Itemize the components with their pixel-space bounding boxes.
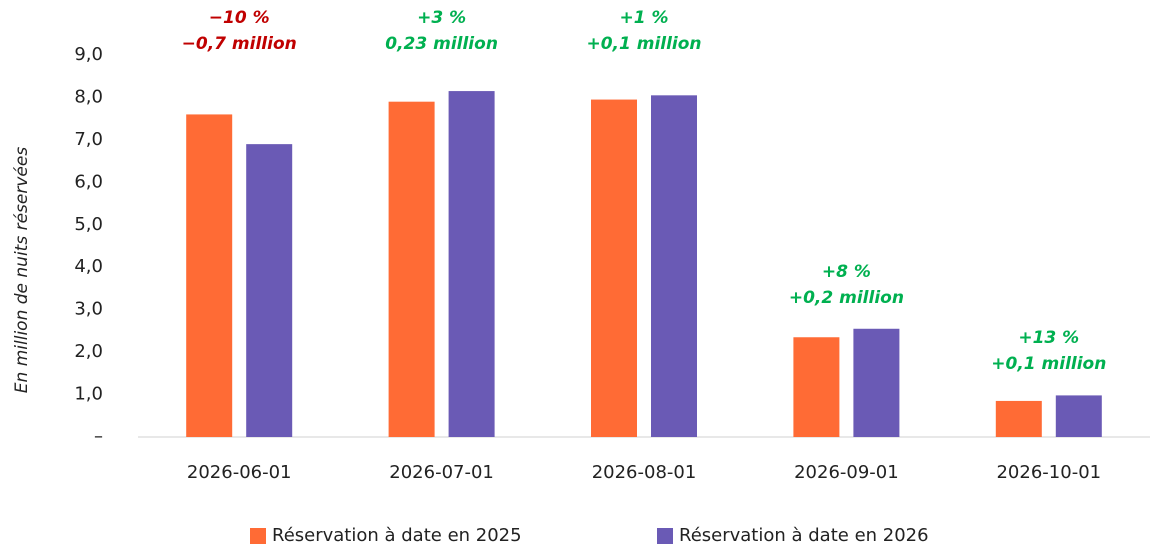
x-tick-label: 2026-09-01 [794, 462, 899, 483]
bar [793, 337, 840, 437]
bar [651, 95, 697, 438]
annotation: +8 % [822, 262, 871, 282]
annotation: +0,2 million [789, 288, 904, 308]
y-tick-label: 3,0 [74, 299, 103, 320]
x-tick-label: 2026-07-01 [389, 462, 494, 483]
y-tick-label: 2,0 [74, 341, 103, 362]
bar [853, 328, 900, 437]
legend-label: Réservation à date en 2025 [272, 525, 522, 546]
bar [186, 114, 233, 437]
bar [448, 91, 495, 438]
legend-swatch [250, 528, 266, 544]
annotation: 0,23 million [385, 34, 498, 54]
bar [591, 99, 637, 438]
annotation: +0,1 million [991, 354, 1106, 374]
legend-swatch [657, 528, 673, 544]
legend-label: Réservation à date en 2026 [679, 525, 929, 546]
y-axis-label: En million de nuits réservées [12, 147, 32, 394]
annotation: +0,1 million [586, 34, 701, 54]
y-tick-label: 5,0 [74, 214, 103, 235]
bar [1055, 395, 1102, 437]
y-tick-label: 7,0 [74, 129, 103, 150]
y-tick-label: 6,0 [74, 171, 103, 192]
bar [388, 101, 435, 437]
bar [995, 400, 1042, 437]
bar [246, 144, 293, 437]
y-tick-label: 9,0 [74, 44, 103, 65]
annotation: +1 % [619, 8, 668, 28]
annotation: +3 % [417, 8, 466, 28]
annotation: −10 % [209, 8, 270, 28]
annotation: +13 % [1018, 328, 1079, 348]
y-tick-label: – [94, 426, 103, 447]
y-tick-label: 8,0 [74, 86, 103, 107]
x-tick-label: 2026-10-01 [996, 462, 1101, 483]
x-tick-label: 2026-06-01 [187, 462, 292, 483]
y-tick-label: 1,0 [74, 384, 103, 405]
y-tick-label: 4,0 [74, 256, 103, 277]
x-tick-label: 2026-08-01 [592, 462, 697, 483]
annotation: −0,7 million [182, 34, 297, 54]
